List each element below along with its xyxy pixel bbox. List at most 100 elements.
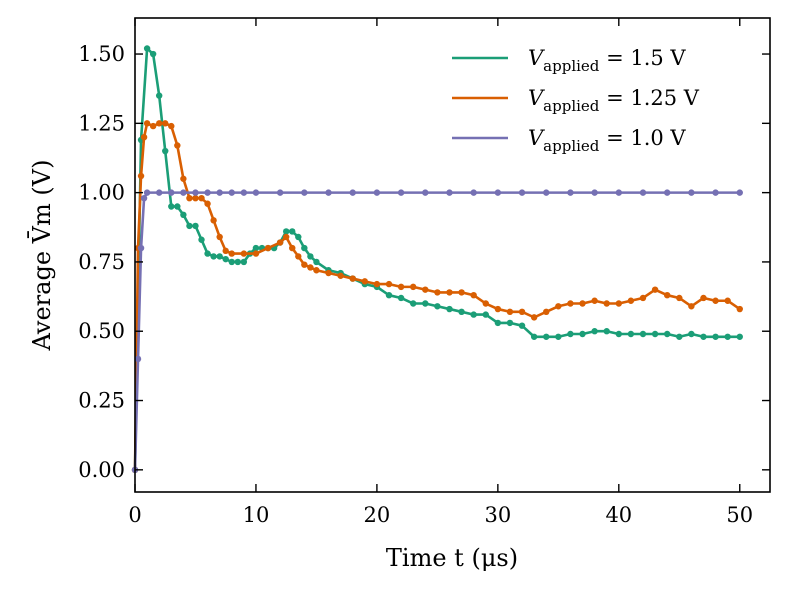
data-point — [168, 203, 175, 210]
data-point — [228, 258, 235, 266]
data-point — [385, 291, 393, 299]
data-point — [276, 189, 284, 196]
data-point — [252, 189, 260, 196]
data-point — [210, 253, 217, 260]
data-point — [506, 308, 514, 316]
data-point — [663, 189, 671, 196]
data-point — [543, 308, 550, 316]
data-point — [736, 189, 743, 196]
y-tick-label: 0.00 — [78, 458, 125, 482]
data-point — [494, 305, 502, 313]
data-point — [385, 280, 393, 288]
data-point — [494, 189, 502, 196]
data-point — [155, 92, 163, 99]
data-point — [373, 189, 381, 196]
data-point — [252, 250, 260, 257]
data-point — [168, 189, 175, 196]
data-point — [591, 328, 598, 335]
y-tick-label: 0.75 — [78, 250, 125, 274]
data-point — [591, 297, 598, 304]
data-point — [325, 269, 332, 277]
data-point — [168, 122, 175, 130]
data-point — [736, 305, 743, 313]
data-point — [724, 297, 731, 304]
data-point — [192, 194, 199, 202]
data-point — [198, 194, 205, 202]
data-point — [494, 319, 502, 327]
data-point — [603, 328, 610, 335]
data-point — [174, 203, 181, 210]
data-point — [639, 189, 647, 196]
data-point — [143, 189, 151, 196]
data-point — [567, 189, 574, 196]
data-point — [162, 120, 169, 127]
series-line — [133, 191, 740, 470]
data-point — [688, 330, 695, 338]
data-point — [579, 300, 586, 307]
data-point — [700, 294, 707, 302]
data-point — [240, 189, 248, 196]
data-point — [639, 330, 647, 338]
y-tick-label: 1.00 — [78, 181, 125, 205]
data-point — [234, 258, 242, 266]
data-point — [470, 189, 477, 196]
data-point — [615, 300, 623, 307]
data-point — [555, 303, 562, 310]
data-point — [186, 222, 193, 230]
data-point — [301, 189, 308, 196]
data-point — [458, 308, 465, 316]
data-point — [210, 217, 217, 224]
data-point — [198, 236, 205, 243]
x-tick-label: 10 — [243, 503, 270, 527]
data-point — [174, 142, 181, 149]
data-point — [603, 300, 610, 307]
data-point — [446, 189, 453, 196]
y-tick-label: 0.50 — [78, 319, 125, 343]
data-point — [216, 253, 223, 260]
data-point — [282, 233, 290, 241]
series-3 — [131, 189, 743, 474]
data-point — [204, 250, 211, 257]
legend-entry-3: Vapplied = 1.0 V — [452, 126, 686, 155]
data-point — [663, 291, 671, 299]
data-point — [736, 333, 743, 340]
data-point — [700, 333, 707, 340]
data-point — [149, 50, 157, 58]
data-point — [530, 333, 538, 340]
x-tick-label: 0 — [128, 503, 141, 527]
data-point — [204, 200, 211, 207]
data-point — [712, 189, 719, 196]
data-point — [192, 189, 199, 196]
data-point — [337, 272, 344, 279]
data-point — [627, 297, 635, 304]
data-point — [140, 133, 148, 141]
data-point — [204, 189, 211, 196]
data-point — [134, 355, 142, 363]
data-point — [228, 189, 235, 196]
legend-label: Vapplied = 1.25 V — [528, 86, 700, 115]
data-point — [518, 189, 526, 196]
legend-entry-1: Vapplied = 1.5 V — [452, 46, 686, 75]
data-point — [434, 303, 441, 310]
data-point — [663, 330, 671, 338]
data-point — [688, 189, 695, 196]
data-point — [222, 255, 229, 263]
data-point — [397, 189, 405, 196]
data-point — [349, 275, 356, 282]
data-point — [712, 297, 719, 304]
data-point — [651, 286, 659, 293]
data-point — [137, 172, 145, 180]
data-point — [397, 294, 405, 302]
data-point — [409, 300, 417, 307]
data-point — [295, 233, 302, 241]
data-point — [555, 333, 562, 340]
data-point — [482, 311, 489, 318]
data-point — [140, 194, 148, 202]
data-point — [409, 283, 417, 291]
data-point — [349, 189, 356, 196]
data-point — [567, 300, 574, 307]
data-point — [307, 253, 314, 260]
data-point — [149, 122, 157, 130]
data-point — [543, 189, 550, 196]
